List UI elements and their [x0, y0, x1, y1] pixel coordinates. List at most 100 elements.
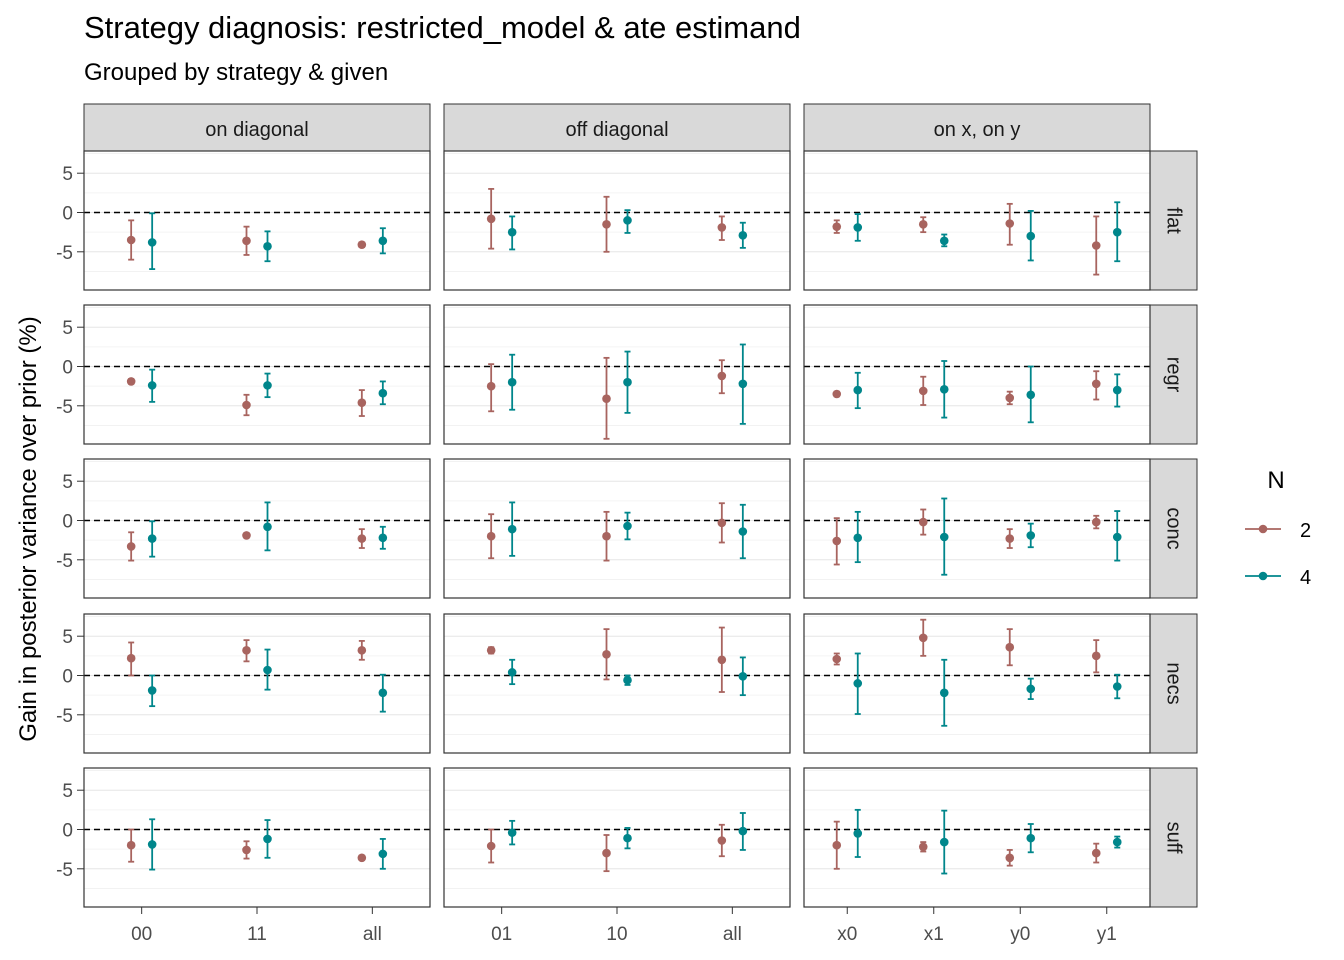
column-strip-label: off diagonal	[565, 119, 668, 141]
data-point	[602, 531, 611, 541]
y-tick-label: 0	[62, 512, 73, 533]
data-point	[1112, 837, 1122, 847]
column-strip	[443, 103, 791, 152]
panel-border	[83, 458, 431, 599]
y-tick-label: 0	[62, 358, 73, 379]
y-tick-label: 5	[62, 472, 73, 493]
panel-border	[443, 304, 791, 445]
x-tick-label: y0	[1010, 924, 1030, 945]
row-strip-label: suff	[1163, 822, 1185, 854]
panel-background	[444, 305, 790, 444]
panel-background	[84, 151, 430, 290]
data-point	[1005, 853, 1015, 863]
data-point	[1005, 219, 1015, 228]
data-point	[378, 688, 388, 698]
data-point	[918, 517, 928, 527]
data-point	[853, 829, 863, 838]
panel-border	[443, 613, 791, 754]
data-point	[242, 400, 251, 410]
data-point	[623, 377, 632, 387]
panel-background	[804, 459, 1150, 598]
row-strip	[1149, 613, 1198, 754]
data-point	[623, 675, 632, 685]
row-strip	[1149, 458, 1198, 599]
data-point	[357, 398, 367, 407]
data-point	[1026, 531, 1036, 540]
data-point	[357, 646, 367, 655]
panel-border	[803, 767, 1151, 908]
data-point	[738, 230, 748, 240]
data-point	[1026, 684, 1036, 694]
data-point	[126, 542, 136, 551]
data-point	[602, 848, 611, 858]
data-point	[147, 238, 157, 247]
data-point	[126, 653, 136, 663]
data-point	[738, 527, 748, 536]
data-point	[602, 649, 611, 659]
panel-border	[803, 304, 1151, 445]
data-point	[832, 654, 842, 664]
y-tick-label: -5	[56, 860, 73, 881]
data-point	[832, 222, 842, 231]
data-point	[939, 532, 949, 542]
data-point	[263, 241, 272, 251]
data-point	[1091, 517, 1101, 527]
panel-border	[83, 613, 431, 754]
data-point	[507, 668, 517, 677]
row-strip-label: flat	[1163, 207, 1185, 234]
x-tick-label: 11	[247, 924, 267, 945]
data-point	[242, 646, 251, 655]
data-point	[623, 833, 632, 843]
data-point	[623, 521, 632, 531]
x-tick-label: x1	[924, 924, 944, 945]
panel-border	[443, 150, 791, 291]
data-point	[717, 836, 727, 845]
row-strip-label: conc	[1163, 507, 1185, 549]
panel-background	[84, 459, 430, 598]
panel-border	[443, 458, 791, 599]
panel-border	[803, 458, 1151, 599]
panel-border	[83, 150, 431, 291]
data-point	[147, 534, 157, 543]
data-point	[1091, 379, 1101, 389]
data-point	[717, 655, 727, 665]
row-strip-label: regr	[1163, 357, 1185, 393]
data-point	[717, 371, 727, 381]
x-tick-label: 00	[131, 924, 152, 945]
x-tick-label: y1	[1097, 924, 1117, 945]
x-tick-label: x0	[837, 924, 857, 945]
data-point	[242, 845, 251, 855]
row-strip	[1149, 150, 1198, 291]
panel-background	[84, 768, 430, 907]
data-point	[507, 377, 517, 387]
data-point	[832, 536, 842, 546]
data-point	[832, 389, 842, 399]
data-point	[1005, 534, 1015, 543]
x-tick-label: all	[723, 924, 742, 945]
data-point	[939, 236, 949, 246]
panel-background	[804, 768, 1150, 907]
data-point	[486, 531, 496, 541]
y-tick-label: -5	[56, 706, 73, 727]
data-point	[378, 849, 388, 859]
data-point	[486, 646, 496, 655]
data-point	[486, 214, 496, 224]
data-point	[918, 633, 928, 643]
data-point	[242, 236, 251, 246]
y-tick-label: -5	[56, 551, 73, 572]
data-point	[147, 840, 157, 849]
data-point	[939, 837, 949, 847]
data-point	[507, 828, 517, 837]
data-point	[263, 665, 272, 675]
data-point	[507, 524, 517, 534]
data-point	[1112, 227, 1122, 237]
x-tick-label: 01	[491, 924, 512, 945]
data-point	[378, 388, 388, 398]
data-point	[1112, 532, 1122, 542]
y-tick-label: 5	[62, 318, 73, 339]
y-tick-label: 5	[62, 781, 73, 802]
data-point	[126, 840, 136, 850]
data-point	[623, 216, 632, 225]
data-point	[1091, 651, 1101, 661]
panel-background	[444, 459, 790, 598]
